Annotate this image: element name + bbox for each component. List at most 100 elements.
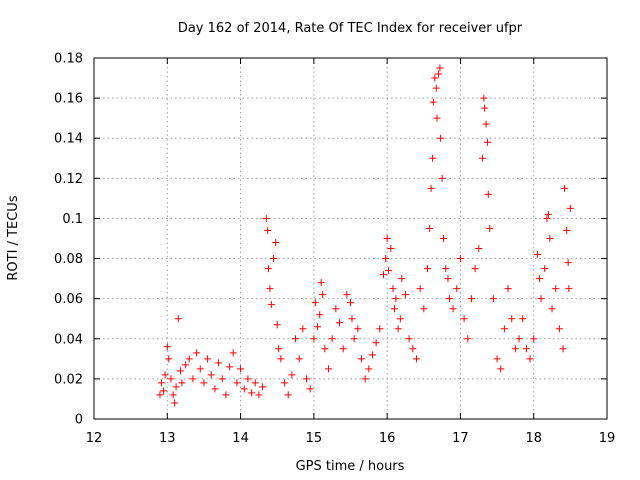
- axis-ticks: [93, 57, 608, 420]
- data-point: [482, 120, 490, 128]
- y-tick-label: 0.1: [62, 212, 83, 227]
- data-point: [321, 345, 329, 353]
- data-point: [401, 291, 409, 299]
- data-points-layer: [156, 64, 574, 407]
- data-point: [255, 391, 263, 399]
- data-point: [273, 321, 281, 329]
- data-point: [332, 305, 340, 313]
- data-point: [564, 259, 572, 267]
- data-point: [172, 383, 180, 391]
- data-point: [438, 174, 446, 182]
- data-point: [306, 385, 314, 393]
- data-point: [161, 371, 169, 379]
- data-point: [361, 375, 369, 383]
- chart-title: Day 162 of 2014, Rate Of TEC Index for r…: [178, 21, 523, 36]
- data-point: [548, 305, 556, 313]
- data-point: [396, 315, 404, 323]
- data-point: [559, 345, 567, 353]
- data-point: [382, 255, 390, 263]
- data-point: [354, 325, 362, 333]
- data-point: [467, 295, 475, 303]
- data-point: [264, 265, 272, 273]
- data-point: [266, 285, 274, 293]
- data-point: [196, 365, 204, 373]
- data-point: [310, 335, 318, 343]
- data-point: [189, 375, 197, 383]
- data-point: [185, 355, 193, 363]
- data-point: [504, 285, 512, 293]
- data-point: [336, 319, 344, 327]
- data-point: [484, 138, 492, 146]
- data-point: [511, 345, 519, 353]
- grid-layer: [94, 58, 607, 419]
- data-point: [171, 399, 179, 407]
- data-point: [398, 275, 406, 283]
- data-point: [515, 335, 523, 343]
- data-point: [267, 301, 275, 309]
- data-point: [328, 335, 336, 343]
- data-point: [436, 64, 444, 72]
- data-point: [284, 391, 292, 399]
- data-point: [536, 275, 544, 283]
- x-tick-label: 13: [159, 431, 176, 446]
- y-tick-label: 0: [75, 413, 83, 428]
- data-point: [347, 299, 354, 307]
- data-point: [167, 375, 175, 383]
- data-point: [432, 84, 440, 92]
- x-tick-label: 15: [306, 431, 323, 446]
- y-tick-label: 0.14: [54, 132, 83, 147]
- x-axis-label: GPS time / hours: [296, 459, 405, 474]
- data-point: [259, 383, 267, 391]
- x-tick-labels: 12 13 14 15 16 17 18 19: [86, 431, 616, 446]
- data-point: [533, 251, 541, 259]
- data-point: [565, 285, 573, 293]
- data-point: [423, 265, 431, 273]
- data-point: [493, 355, 501, 363]
- data-point: [317, 279, 325, 287]
- data-point: [552, 285, 560, 293]
- data-point: [376, 325, 384, 333]
- data-point: [357, 355, 365, 363]
- data-point: [174, 315, 182, 323]
- data-point: [456, 255, 464, 263]
- data-point: [270, 255, 278, 263]
- data-point: [500, 325, 508, 333]
- data-point: [211, 385, 219, 393]
- data-point: [544, 210, 552, 218]
- data-point: [442, 265, 450, 273]
- data-point: [484, 190, 492, 198]
- y-tick-label: 0.04: [54, 332, 83, 347]
- data-point: [387, 245, 395, 253]
- data-point: [471, 265, 479, 273]
- data-point: [390, 305, 398, 313]
- data-point: [409, 345, 417, 353]
- data-point: [526, 355, 534, 363]
- data-point: [464, 335, 472, 343]
- data-point: [416, 285, 424, 293]
- data-point: [522, 345, 530, 353]
- data-point: [560, 184, 568, 192]
- y-tick-label: 0.06: [54, 292, 83, 307]
- y-tick-label: 0.02: [54, 372, 83, 387]
- data-point: [303, 375, 311, 383]
- data-point: [475, 245, 483, 253]
- data-point: [292, 335, 300, 343]
- data-point: [204, 355, 212, 363]
- data-point: [281, 379, 289, 387]
- data-point: [222, 391, 230, 399]
- data-point: [555, 325, 563, 333]
- data-point: [481, 104, 489, 112]
- data-point: [392, 295, 400, 303]
- y-tick-label: 0.12: [54, 172, 83, 187]
- data-point: [200, 379, 208, 387]
- data-point: [295, 355, 303, 363]
- data-point: [444, 275, 452, 283]
- data-point: [348, 315, 356, 323]
- data-point: [339, 345, 347, 353]
- data-point: [460, 315, 468, 323]
- data-point: [215, 359, 223, 367]
- data-point: [478, 154, 486, 162]
- data-point: [541, 265, 549, 273]
- data-point: [251, 379, 259, 387]
